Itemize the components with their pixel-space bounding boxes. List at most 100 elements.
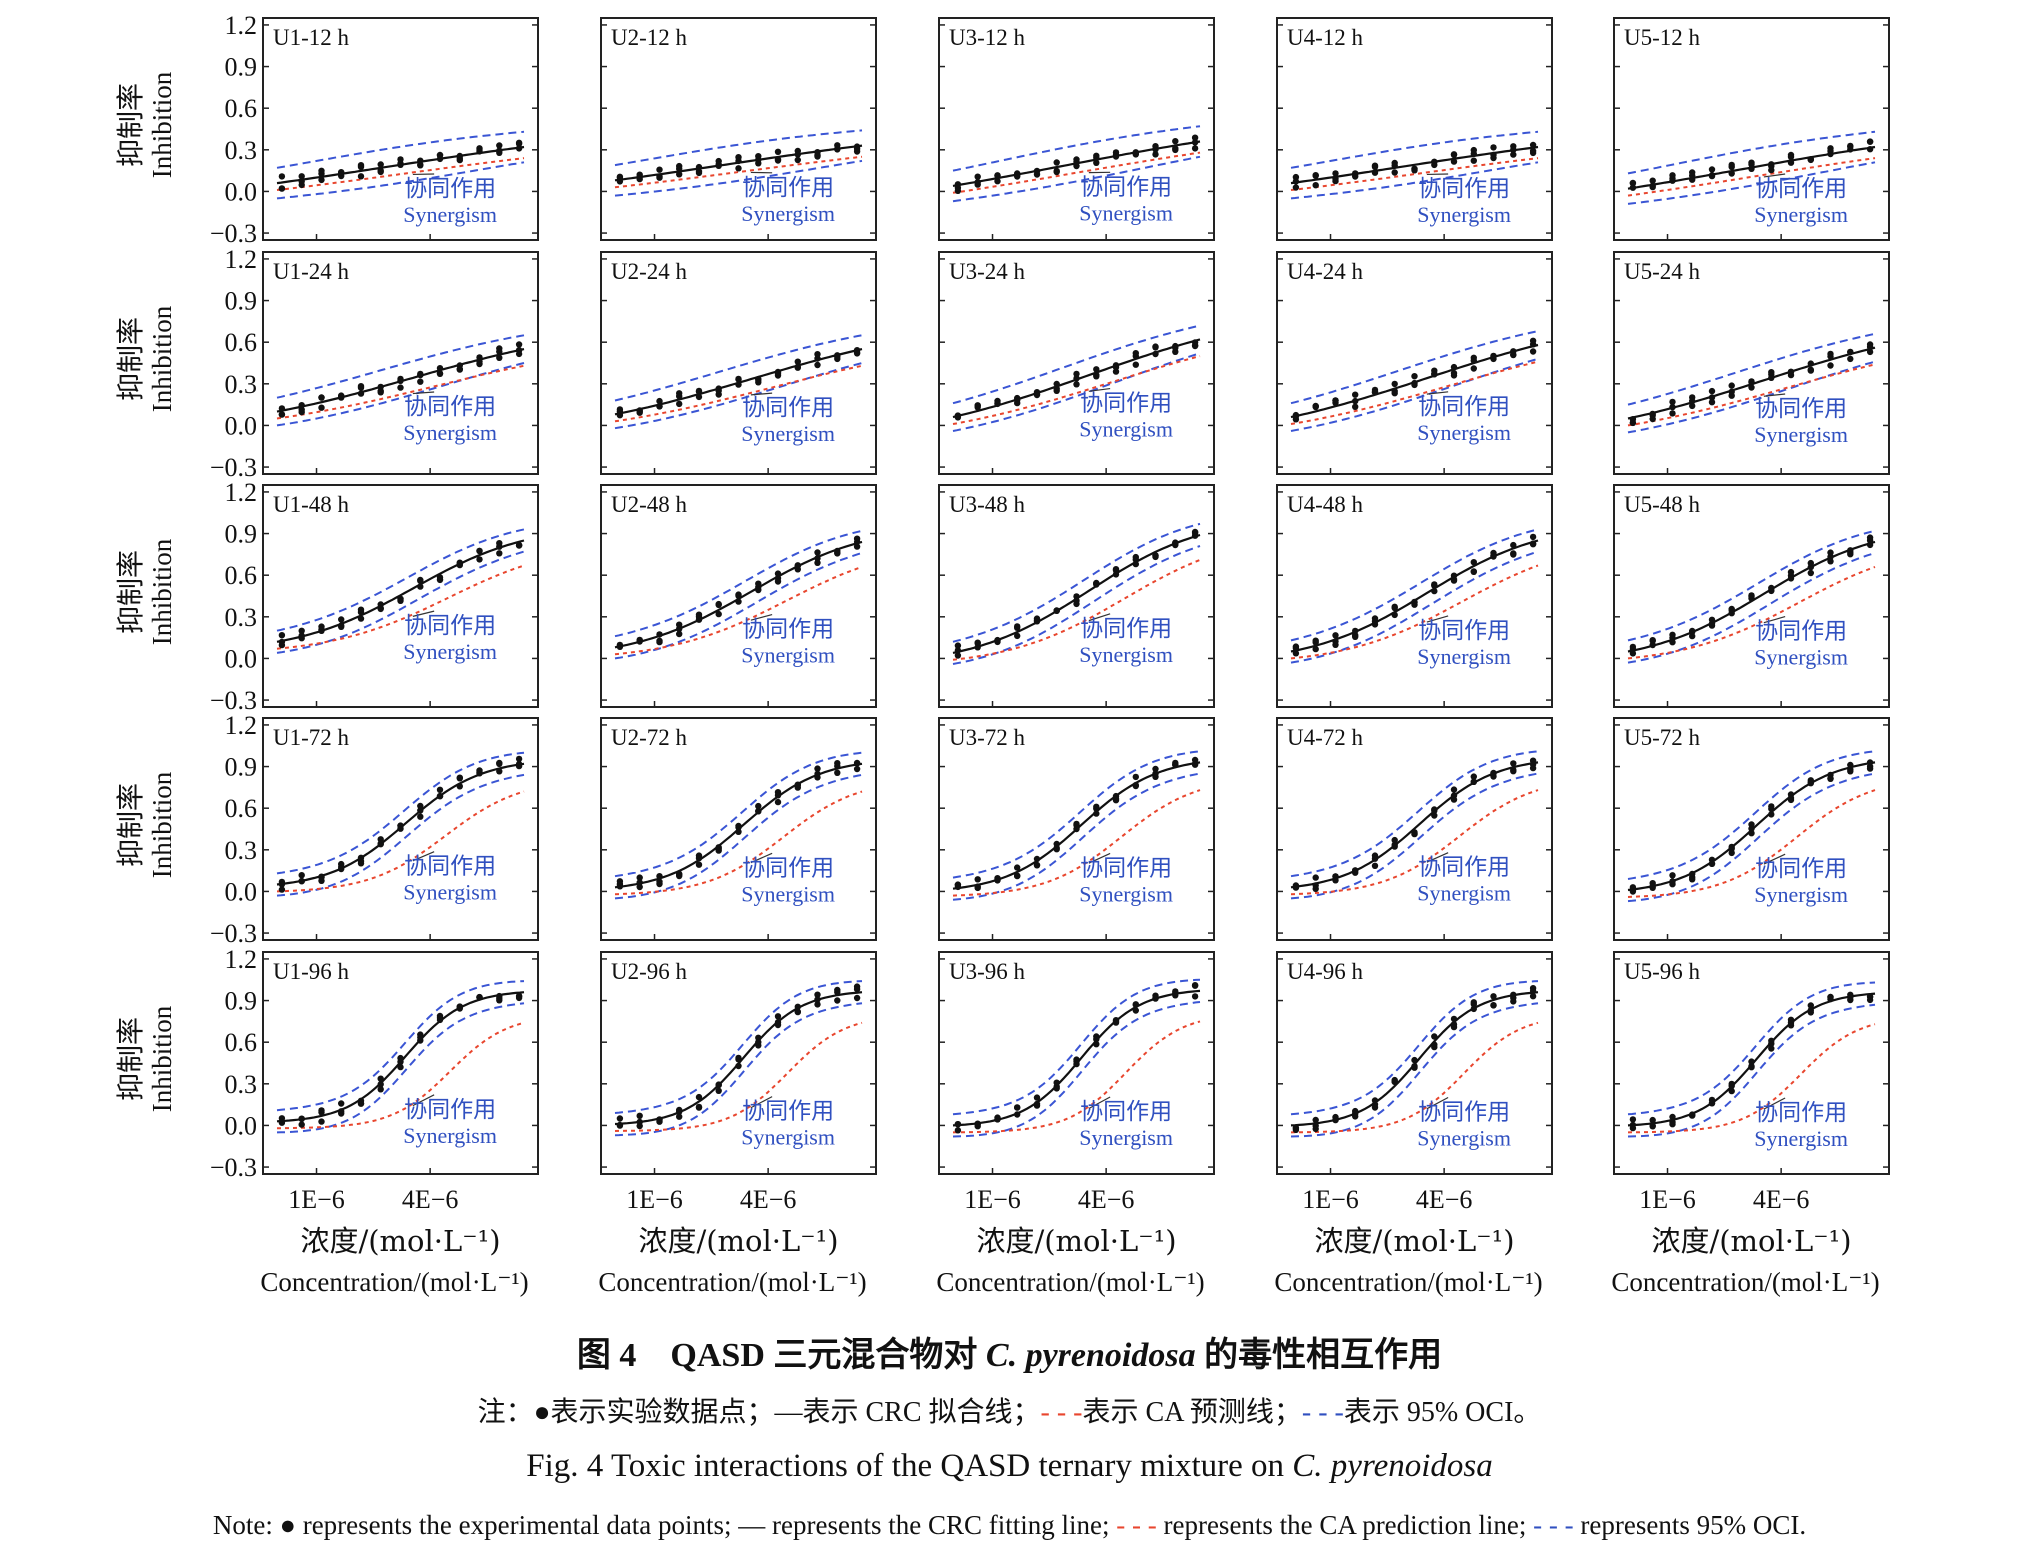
data-point — [1866, 996, 1874, 1004]
data-point — [417, 807, 424, 814]
data-point — [397, 1063, 404, 1071]
data-point — [496, 348, 503, 355]
data-point — [636, 1122, 643, 1130]
data-point — [1292, 1125, 1300, 1132]
data-point — [1172, 138, 1179, 145]
ca-prediction-line — [1290, 1021, 1539, 1134]
data-point — [954, 881, 962, 889]
data-point — [1450, 158, 1458, 165]
data-point — [1748, 161, 1755, 168]
data-point — [1510, 351, 1517, 358]
data-point — [1191, 982, 1199, 989]
ca-prediction-line — [952, 789, 1201, 897]
data-point — [616, 173, 624, 180]
annotation-en: Synergism — [1754, 882, 1848, 907]
data-point — [476, 358, 483, 365]
data-point — [515, 145, 523, 152]
y-tick-label: −0.3 — [210, 686, 257, 715]
data-point — [1033, 855, 1041, 863]
data-point — [1787, 791, 1795, 798]
data-point — [1748, 1063, 1755, 1070]
data-point — [1847, 355, 1854, 363]
data-point — [1649, 1116, 1656, 1124]
panel-title: U5-48 h — [1624, 492, 1701, 517]
annotation-cn: 协同作用 — [404, 176, 496, 202]
data-point — [1014, 872, 1021, 880]
data-point — [338, 1110, 345, 1117]
data-point — [774, 792, 782, 799]
data-point — [1312, 403, 1319, 410]
data-point — [1132, 773, 1140, 781]
oci-lower-line — [1290, 1002, 1539, 1138]
x-tick-label: 1E−6 — [626, 1185, 683, 1214]
data-point — [1748, 1058, 1755, 1065]
data-point — [1649, 637, 1656, 644]
ca-prediction-line — [1290, 564, 1539, 660]
panel-frame — [1613, 251, 1890, 475]
data-point — [515, 993, 523, 1000]
data-point — [1172, 759, 1179, 767]
data-point — [1191, 528, 1199, 536]
note-en-part-5: represents 95% OCI. — [1573, 1510, 1807, 1540]
data-point — [1689, 1112, 1696, 1119]
data-point — [1431, 582, 1438, 589]
data-point — [377, 387, 384, 395]
data-point — [1529, 993, 1537, 1000]
annotation-pointer — [1763, 853, 1786, 865]
data-point — [1689, 876, 1696, 883]
data-point — [695, 613, 703, 620]
annotation-cn: 协同作用 — [404, 394, 496, 420]
data-point — [755, 1034, 762, 1042]
data-point — [1132, 560, 1140, 568]
ca-prediction-line — [1290, 789, 1539, 896]
data-point — [377, 836, 384, 843]
data-point — [1152, 151, 1159, 158]
data-point — [496, 759, 503, 767]
y-axis-label-en: Inhibition — [147, 71, 177, 178]
data-point — [1669, 410, 1676, 417]
data-point — [515, 755, 523, 763]
data-point — [1689, 870, 1696, 878]
annotation-pointer — [1763, 173, 1786, 178]
data-point — [1748, 378, 1755, 385]
data-point — [298, 408, 305, 416]
data-point — [735, 375, 742, 383]
oci-upper-line — [276, 130, 525, 169]
annotation-cn: 协同作用 — [1418, 618, 1510, 644]
data-point — [1093, 1036, 1100, 1043]
data-point — [1847, 768, 1854, 775]
data-point — [1768, 811, 1775, 818]
data-point — [755, 379, 762, 386]
y-tick-label: 0.9 — [225, 520, 258, 549]
data-point — [1053, 159, 1060, 166]
data-point — [357, 609, 365, 616]
data-point — [676, 171, 683, 178]
crc-fit-line — [1290, 145, 1539, 185]
annotation-pointer — [750, 852, 773, 864]
data-point — [1529, 764, 1537, 772]
data-point — [1629, 184, 1637, 191]
annotation-pointer — [750, 613, 773, 621]
data-point — [1371, 1097, 1379, 1104]
data-point — [1053, 840, 1060, 848]
data-point — [676, 872, 683, 880]
crc-fit-line — [1290, 761, 1539, 889]
x-axis-label-en: Concentration/(mol·L⁻¹) — [936, 1267, 1204, 1297]
data-point — [1649, 415, 1656, 423]
oci-upper-line — [1627, 750, 1876, 880]
annotation-cn: 协同作用 — [1418, 1099, 1510, 1125]
data-point — [357, 390, 365, 397]
figure-caption-en: Fig. 4 Toxic interactions of the QASD te… — [0, 1448, 2019, 1485]
data-point — [695, 1093, 703, 1101]
panel-title: U1-72 h — [273, 725, 350, 750]
x-axis-label-en: Concentration/(mol·L⁻¹) — [1274, 1267, 1542, 1297]
data-point — [1112, 364, 1120, 371]
data-point — [1827, 775, 1834, 782]
annotation-en: Synergism — [1417, 420, 1511, 445]
data-point — [377, 167, 384, 174]
figure-note-en: Note: ● represents the experimental data… — [0, 1510, 2019, 1541]
data-point — [834, 988, 841, 996]
data-point — [1132, 350, 1140, 357]
